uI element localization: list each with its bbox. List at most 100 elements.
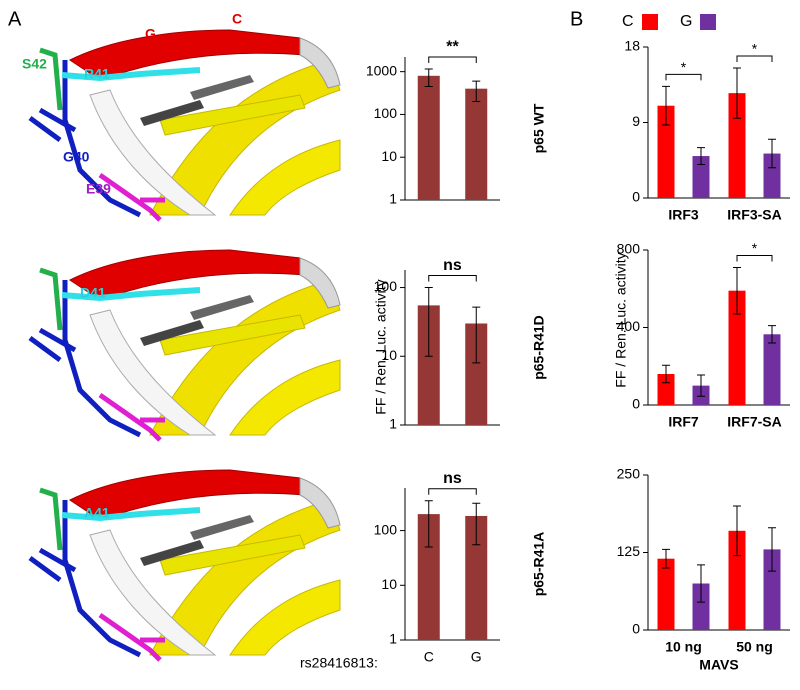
bar xyxy=(728,290,746,405)
condition-label: p65-R41D xyxy=(531,315,547,380)
condition-label: p65-R41A xyxy=(531,532,547,597)
bar xyxy=(763,549,781,630)
significance-label: * xyxy=(681,59,687,75)
y-tick-label: 1 xyxy=(389,631,397,647)
residue-label: E39 xyxy=(86,181,111,197)
significance-bracket xyxy=(428,488,477,495)
ribbon xyxy=(229,579,341,656)
residue-label: A41 xyxy=(84,505,110,521)
x-tick-label: IRF3 xyxy=(668,207,699,223)
strand xyxy=(299,477,341,529)
legend-label: C xyxy=(622,13,634,30)
significance-label: ** xyxy=(446,38,459,55)
ribbon xyxy=(159,534,306,576)
ribbon xyxy=(89,89,217,216)
y-tick-label: 250 xyxy=(617,466,641,482)
y-tick-label: 10 xyxy=(381,347,397,363)
base xyxy=(190,295,254,320)
error-bar xyxy=(733,67,741,119)
y-axis-label: FF / Ren. Luc. activity xyxy=(613,252,629,387)
error-bar xyxy=(768,325,776,344)
stick xyxy=(98,612,165,662)
y-tick-label: 100 xyxy=(374,521,398,537)
x-axis-label: MAVS xyxy=(699,657,738,673)
error-bar xyxy=(697,564,705,603)
y-tick-label: 0 xyxy=(632,621,640,637)
stick xyxy=(61,507,201,522)
x-tick-label: IRF7-SA xyxy=(727,414,781,430)
significance-label: ns xyxy=(443,470,462,487)
error-bar xyxy=(662,85,670,126)
y-tick-label: 10 xyxy=(381,148,397,164)
bar xyxy=(692,156,710,198)
stick xyxy=(62,280,142,438)
stick xyxy=(62,500,142,658)
allele-label: rs28416813: xyxy=(300,655,378,671)
legend-swatch xyxy=(642,14,658,30)
base xyxy=(190,75,254,100)
panel-label: A xyxy=(8,8,22,30)
residue-label: S42 xyxy=(22,56,47,72)
stick xyxy=(28,107,77,143)
bar xyxy=(417,75,440,200)
x-tick-label: G xyxy=(471,649,482,665)
bar xyxy=(657,558,675,630)
bar xyxy=(728,530,746,630)
significance-bracket xyxy=(428,56,477,64)
ribbon xyxy=(159,314,306,356)
bar xyxy=(465,515,488,640)
y-tick-label: 1000 xyxy=(366,62,397,78)
y-tick-label: 0 xyxy=(632,396,640,412)
stick xyxy=(39,487,63,551)
error-bar xyxy=(424,68,433,87)
bar xyxy=(417,514,440,640)
bar xyxy=(728,93,746,198)
base xyxy=(140,320,204,346)
error-bar xyxy=(768,138,776,169)
structure: D41 xyxy=(28,249,341,442)
error-bar xyxy=(662,548,670,569)
error-bar xyxy=(424,500,433,548)
x-tick-label: IRF3-SA xyxy=(727,207,781,223)
error-bar xyxy=(472,306,481,364)
significance-label: ns xyxy=(443,257,462,274)
stick xyxy=(28,327,77,363)
stick xyxy=(28,547,77,583)
error-bar xyxy=(697,147,705,165)
error-bar xyxy=(733,266,741,315)
residue-label: C xyxy=(232,11,242,27)
strand xyxy=(299,37,341,89)
ribbon xyxy=(89,529,217,656)
y-tick-label: 1 xyxy=(389,191,397,207)
ribbon xyxy=(229,139,341,216)
error-bar xyxy=(733,505,741,557)
stick xyxy=(61,287,201,302)
legend-swatch xyxy=(700,14,716,30)
bar xyxy=(417,305,440,425)
condition-label: p65 WT xyxy=(531,103,547,153)
x-tick-label: 50 ng xyxy=(736,639,773,655)
y-tick-label: 1 xyxy=(389,416,397,432)
strand xyxy=(299,257,341,309)
x-tick-label: IRF7 xyxy=(668,414,699,430)
y-tick-label: 800 xyxy=(617,241,641,257)
residue-label: G xyxy=(145,26,156,42)
x-tick-label: 10 ng xyxy=(665,639,702,655)
significance-bracket xyxy=(428,275,477,282)
structure: G C S42 R41 G40 E39 xyxy=(22,11,341,222)
y-tick-label: 9 xyxy=(632,113,640,129)
stick xyxy=(62,60,142,218)
y-tick-label: 0 xyxy=(632,189,640,205)
error-bar xyxy=(472,502,481,546)
panel-label: B xyxy=(570,8,583,30)
stick xyxy=(39,267,63,331)
y-axis-label: FF / Ren. Luc. activity xyxy=(373,279,389,414)
legend-label: G xyxy=(680,13,692,30)
significance-label: * xyxy=(752,240,758,256)
significance-bracket xyxy=(665,73,702,81)
base xyxy=(140,100,204,126)
stick xyxy=(61,67,201,82)
bar xyxy=(465,88,488,200)
error-bar xyxy=(424,287,433,357)
